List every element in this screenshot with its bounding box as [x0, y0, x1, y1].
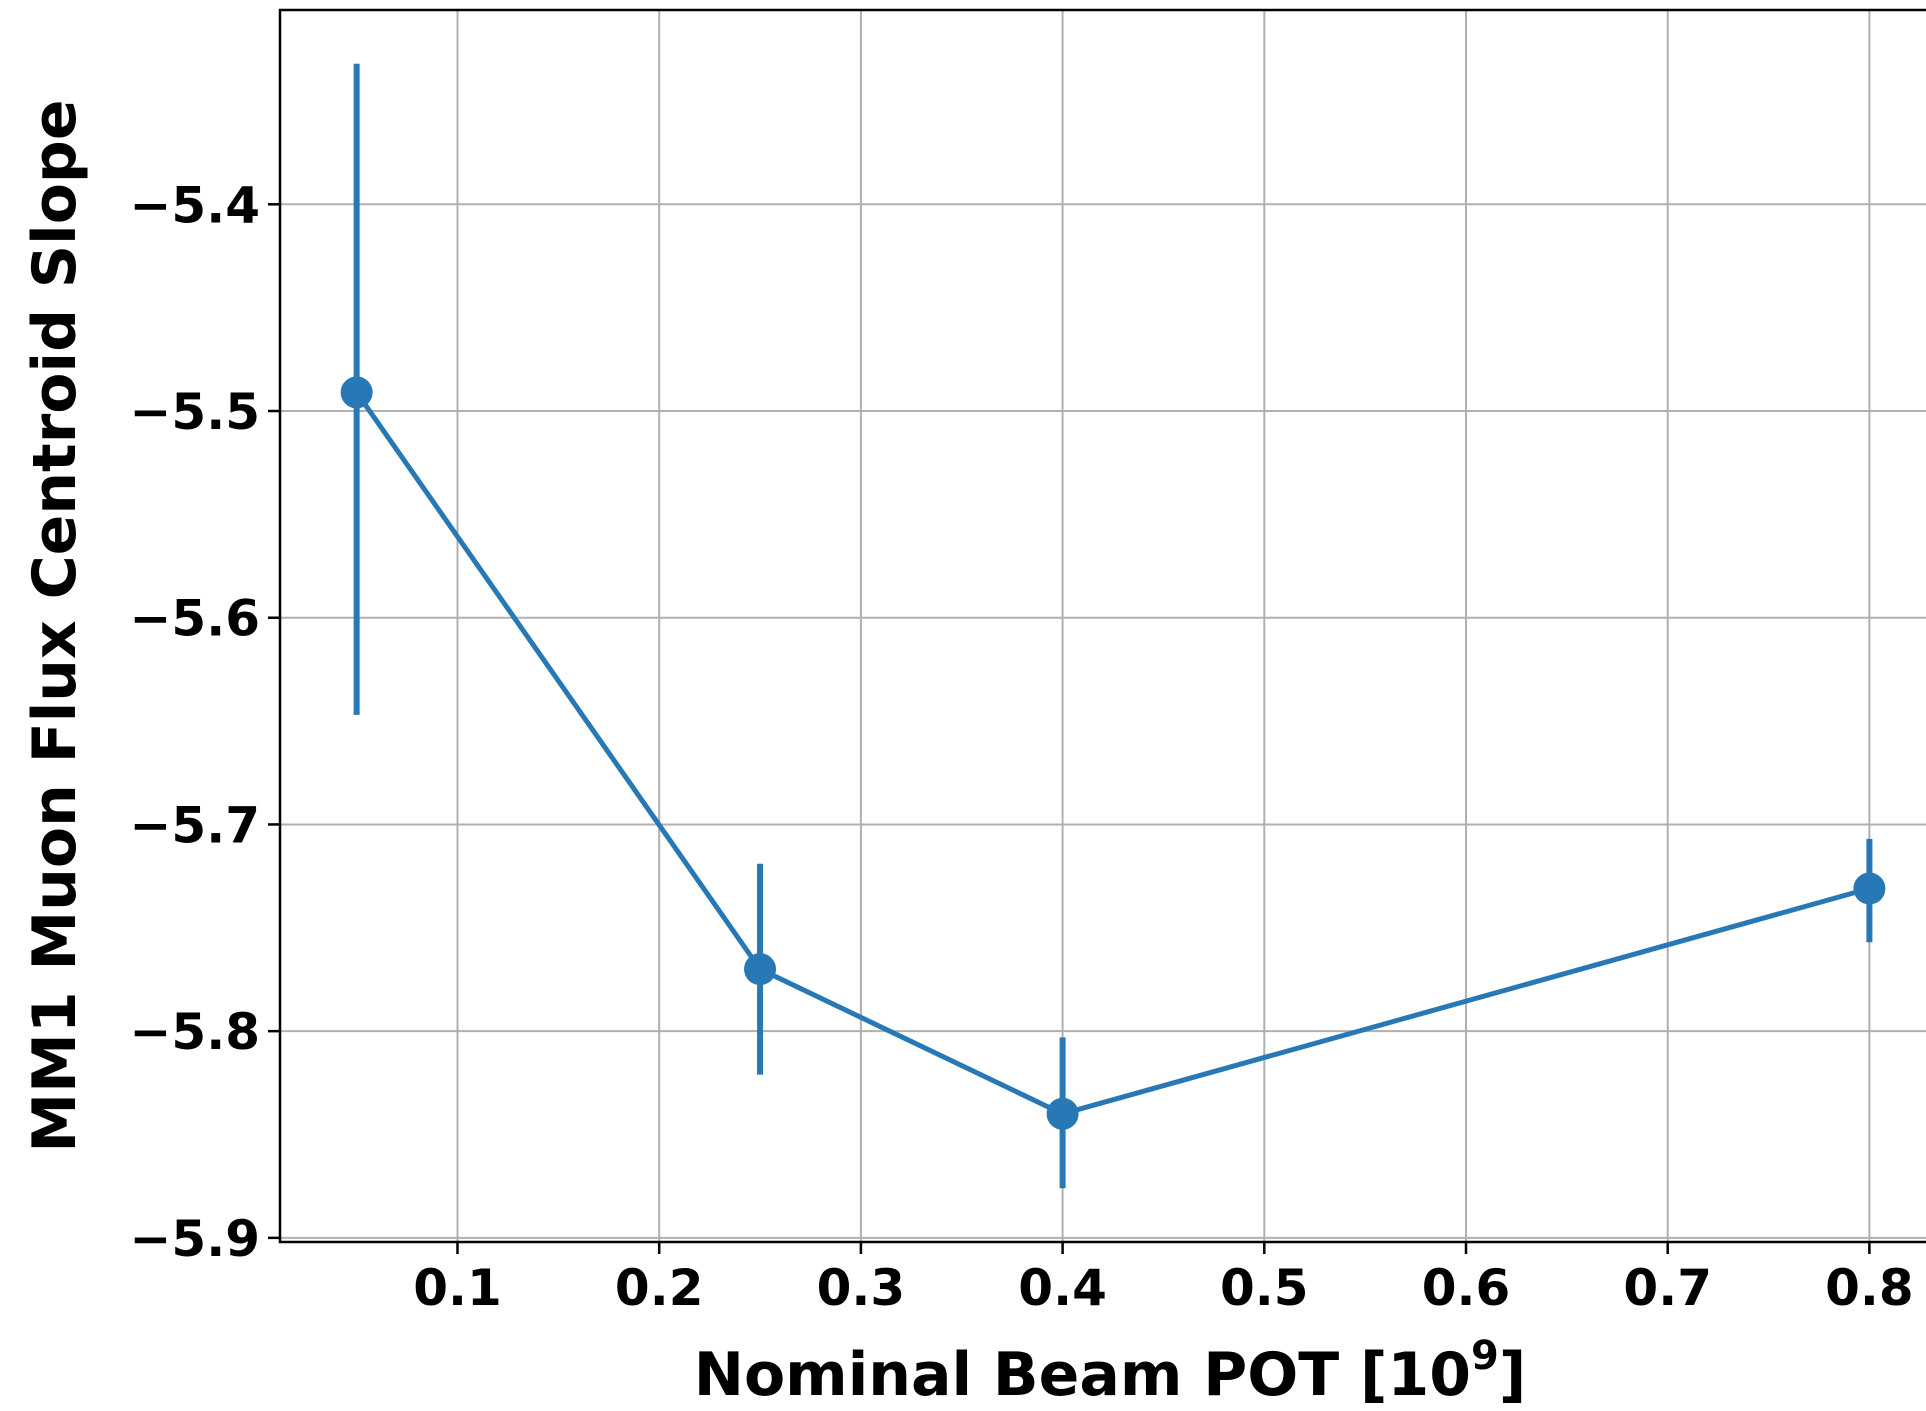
x-tick-label: 0.1: [413, 1259, 502, 1317]
x-tick-label: 0.7: [1623, 1259, 1712, 1317]
y-tick-label: −5.4: [130, 176, 260, 234]
x-tick-label: 0.3: [817, 1259, 906, 1317]
y-tick-label: −5.7: [130, 796, 260, 854]
x-axis-label: Nominal Beam POT [109]: [694, 1333, 1526, 1410]
series-group: [340, 63, 1886, 1189]
y-gridlines: [280, 203, 1926, 1239]
y-tick-label: −5.8: [130, 1003, 260, 1061]
data-point: [744, 953, 777, 986]
x-tick-label: 0.4: [1018, 1259, 1107, 1317]
data-point: [1046, 1097, 1079, 1130]
data-point: [1853, 872, 1886, 905]
x-tick-label: 0.5: [1220, 1259, 1309, 1317]
x-tick-label: 0.2: [615, 1259, 704, 1317]
y-axis-ticks: −5.4 −5.5 −5.6 −5.7 −5.8 −5.9: [130, 176, 280, 1268]
y-axis-label: MM1 Muon Flux Centroid Slope: [20, 99, 90, 1152]
plot-frame: [278, 8, 1926, 1244]
x-gridlines: [456, 10, 1871, 1242]
data-series: [340, 63, 1886, 1189]
y-tick-label: −5.6: [130, 590, 260, 648]
x-tick-label: 0.6: [1422, 1259, 1511, 1317]
plot-background: [280, 10, 1926, 1242]
data-point: [340, 376, 373, 409]
y-tick-label: −5.5: [130, 383, 260, 441]
y-tick-label: −5.9: [130, 1210, 260, 1268]
x-axis-ticks: 0.1 0.2 0.3 0.4 0.5 0.6 0.7 0.8: [413, 1242, 1914, 1317]
x-tick-label: 0.8: [1825, 1259, 1914, 1317]
series-line: [354, 390, 1871, 1117]
